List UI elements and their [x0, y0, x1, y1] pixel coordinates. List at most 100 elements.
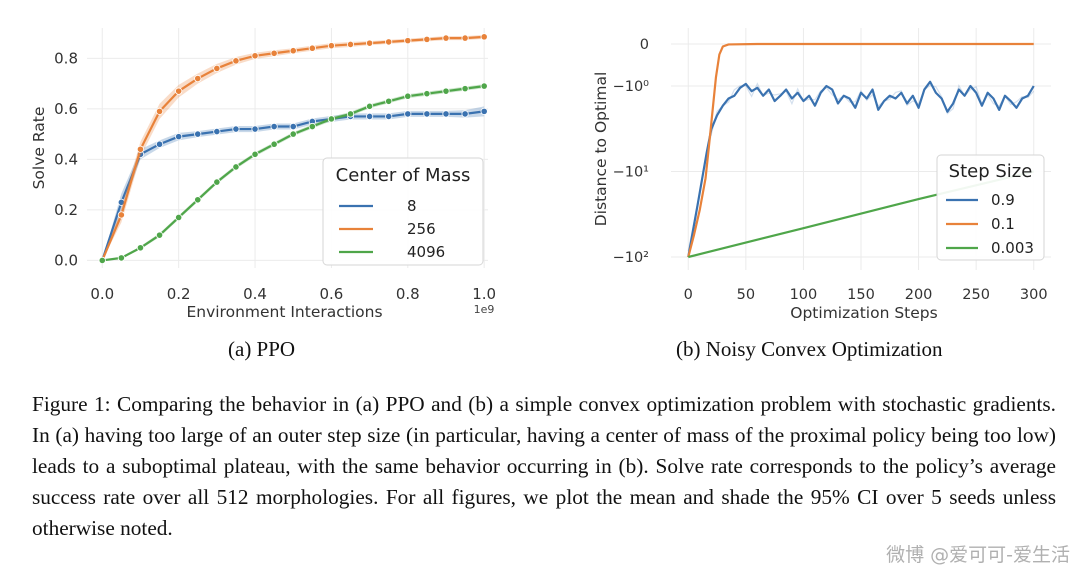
- data-point: [327, 115, 336, 123]
- data-point: [366, 112, 374, 121]
- data-point: [461, 34, 469, 42]
- panel-b-chart: 0 50 100 150 200 250 300 0 −10⁰ −10¹ −10² Optimizat…: [540, 0, 1080, 330]
- data-point: [251, 150, 259, 158]
- data-point: [461, 110, 469, 118]
- y-tick-label: 0.0: [54, 251, 78, 269]
- y-tick-label: 0.8: [54, 49, 78, 67]
- y-tick-label: 0: [640, 37, 649, 53]
- panel-b-caption: (b) Noisy Convex Optimization: [676, 337, 943, 361]
- noisy-convex-chart: 0 50 100 150 200 250 300 0 −10⁰ −10¹ −10² Optimizat…: [592, 28, 1051, 322]
- data-point: [175, 87, 183, 95]
- data-point: [366, 102, 374, 110]
- x-tick-label: 200: [905, 287, 933, 303]
- data-point: [117, 254, 125, 262]
- legend-label: 0.003: [991, 239, 1034, 257]
- y-tick-label: −10²: [613, 250, 649, 266]
- data-point: [289, 130, 297, 138]
- data-point: [213, 178, 221, 186]
- data-point: [404, 37, 412, 45]
- legend-label: 8: [407, 197, 417, 215]
- legend-label: 256: [407, 220, 436, 238]
- y-axis-label: Distance to Optimal: [592, 72, 610, 227]
- data-point: [289, 122, 297, 131]
- data-point: [385, 97, 393, 105]
- data-point: [251, 125, 259, 133]
- data-point: [270, 49, 278, 57]
- data-point: [346, 40, 355, 49]
- data-point: [155, 231, 164, 239]
- data-point: [461, 85, 469, 93]
- legend-label: 0.9: [991, 191, 1015, 209]
- x-tick-label: 1.0: [472, 285, 496, 303]
- data-point: [251, 52, 259, 60]
- x-tick-label: 150: [847, 287, 875, 303]
- x-tick-label: 0.8: [396, 285, 420, 303]
- data-point: [480, 82, 488, 90]
- data-point: [366, 39, 374, 47]
- x-tick-label: 250: [962, 287, 990, 303]
- legend-label: 0.1: [991, 215, 1015, 233]
- data-point: [175, 133, 183, 141]
- data-point: [270, 122, 278, 131]
- x-axis-label: Environment Interactions: [186, 303, 382, 321]
- data-point: [270, 140, 278, 148]
- y-tick-label: −10¹: [613, 165, 650, 181]
- x-tick-label: 50: [737, 287, 755, 303]
- data-point: [442, 34, 450, 42]
- x-tick-label: 0.2: [167, 285, 191, 303]
- ppo-solve-rate-chart: 0.0 0.2 0.4 0.6 0.8 1.0 0.0 0.2 0.4 0.6 0.8 Environ…: [30, 28, 496, 321]
- legend-box: [936, 154, 1045, 261]
- x-tick-label: 0.0: [90, 285, 114, 303]
- legend-title: Center of Mass: [336, 165, 471, 186]
- data-point: [155, 140, 164, 148]
- data-point: [155, 107, 164, 115]
- y-tick-label: 0.6: [54, 100, 78, 118]
- data-point: [98, 256, 106, 265]
- x-tick-label: 100: [790, 287, 818, 303]
- data-point: [194, 74, 202, 83]
- data-point: [194, 196, 202, 204]
- panel-a-chart: 0.0 0.2 0.4 0.6 0.8 1.0 0.0 0.2 0.4 0.6 0.8 Environ…: [0, 0, 540, 330]
- x-tick-label: 0.4: [243, 285, 267, 303]
- data-point: [423, 35, 431, 43]
- data-point: [232, 125, 240, 133]
- x-tick-label: 0: [684, 287, 693, 303]
- panel-a-caption: (a) PPO: [228, 337, 296, 361]
- data-point: [308, 122, 316, 131]
- data-point: [442, 110, 450, 118]
- x-axis-label: Optimization Steps: [790, 304, 937, 322]
- data-point: [136, 145, 145, 153]
- data-point: [480, 33, 488, 41]
- data-point: [232, 163, 240, 171]
- series-line: [687, 80, 1035, 258]
- data-point: [480, 107, 488, 115]
- data-point: [117, 211, 125, 219]
- data-point: [213, 64, 221, 73]
- series-line: [687, 42, 1034, 258]
- data-point: [442, 87, 450, 95]
- data-point: [385, 112, 393, 121]
- legend-label: 4096: [407, 243, 445, 261]
- y-tick-label: 0.2: [54, 201, 78, 219]
- legend-box: [322, 157, 484, 266]
- data-point: [308, 44, 316, 52]
- watermark: 微博 @爱可可-爱生活: [886, 544, 1070, 566]
- y-tick-label: 0.4: [54, 150, 78, 168]
- data-point: [175, 213, 183, 222]
- y-tick-label: −10⁰: [613, 79, 650, 95]
- data-point: [423, 90, 431, 98]
- data-point: [327, 42, 336, 50]
- y-axis-label: Solve Rate: [30, 107, 48, 190]
- data-point: [136, 244, 145, 252]
- legend-title: Step Size: [949, 161, 1033, 182]
- x-tick-label: 300: [1020, 287, 1048, 303]
- data-point: [346, 110, 355, 118]
- data-point: [213, 127, 221, 136]
- data-point: [404, 92, 412, 100]
- data-point: [289, 47, 297, 55]
- data-point: [385, 38, 393, 46]
- figure-caption: Figure 1: Comparing the behavior in (a) …: [32, 392, 1056, 540]
- data-point: [404, 110, 412, 118]
- x-scale-note: 1e9: [474, 303, 495, 316]
- data-point: [423, 110, 431, 118]
